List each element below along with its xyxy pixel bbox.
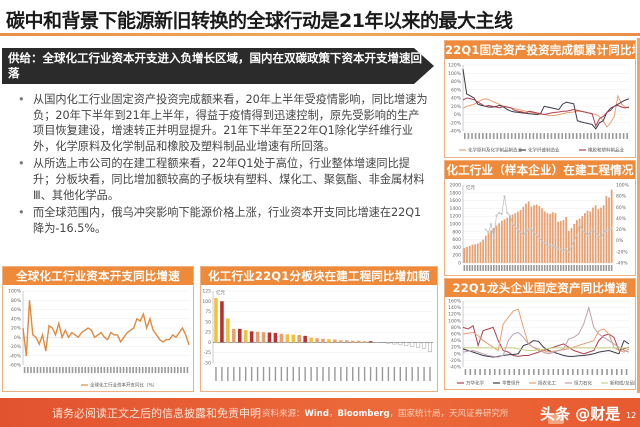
svg-text:化学原料及化学制品制造业: 化学原料及化学制品制造业 xyxy=(468,147,522,154)
svg-text:0: 0 xyxy=(458,261,461,267)
svg-text:125: 125 xyxy=(202,289,211,295)
svg-text:120%: 120% xyxy=(448,63,462,69)
svg-text:亿元: 亿元 xyxy=(216,289,225,296)
svg-text:800: 800 xyxy=(452,229,461,235)
svg-text:-25: -25 xyxy=(204,350,211,356)
svg-text:-20%: -20% xyxy=(449,358,461,364)
svg-text:1200: 1200 xyxy=(450,214,462,220)
svg-text:亿元: 亿元 xyxy=(466,184,475,191)
svg-text:60%: 60% xyxy=(11,307,22,313)
svg-text:1000: 1000 xyxy=(450,222,462,228)
capex-line-chart: 100% 80% 60% 40% 20% 0% -20% -40% -60% 全球化工行业资本开支… xyxy=(8,289,190,389)
svg-text:75: 75 xyxy=(205,309,211,315)
svg-text:扬农化工: 扬农化工 xyxy=(538,380,556,387)
chart-panel-subsector: 化工行业22Q1分板块在建工程同比增加额 125 100 75 50 25 0 -25 -50… xyxy=(200,266,438,392)
cip-bar-line-chart: 2000180016001400120010008006004002000100… xyxy=(450,183,630,271)
slide-title: 碳中和背景下能源新旧转换的全球行动是21年以来的最大主线 xyxy=(6,10,513,32)
svg-text:80%: 80% xyxy=(451,325,462,331)
svg-text:100%: 100% xyxy=(8,289,22,295)
svg-text:20%: 20% xyxy=(451,345,462,351)
svg-text:0%: 0% xyxy=(616,238,624,244)
svg-text:1400: 1400 xyxy=(450,206,462,212)
svg-text:0: 0 xyxy=(208,340,211,346)
svg-text:600: 600 xyxy=(452,237,461,243)
svg-text:80%: 80% xyxy=(616,194,627,200)
svg-text:100%: 100% xyxy=(448,71,462,77)
svg-text:橡胶和塑料制品业: 橡胶和塑料制品业 xyxy=(588,147,624,154)
chart-panel-fai: 22Q1固定资产投资完成额累计同比增速 120% 100% 80% 60% 40% 20%… xyxy=(444,40,636,158)
svg-text:120%: 120% xyxy=(448,312,462,318)
svg-text:-40%: -40% xyxy=(616,261,628,267)
svg-text:-40%: -40% xyxy=(449,129,461,135)
chart-panel-leaders: 22Q1龙头企业固定资产同比增速 160% 140% 120% 100% 80% 60% 4… xyxy=(444,278,636,390)
svg-text:80%: 80% xyxy=(11,298,22,304)
bullet-global-capex: 而全球范围内，俄乌冲突影响下能源价格上涨，行业资本开支同比增速在22Q1降为-1… xyxy=(18,205,428,236)
footer-bar: 请务必阅读正文之后的信息披露和免责申明 资料来源：Wind，Bloomberg，… xyxy=(0,398,640,427)
svg-text:-40%: -40% xyxy=(449,365,461,371)
data-source: 资料来源：Wind，Bloomberg，国家统计局，天风证券研究所 xyxy=(262,409,509,419)
svg-text:25: 25 xyxy=(205,330,211,336)
svg-text:-40%: -40% xyxy=(9,353,21,359)
svg-text:-50: -50 xyxy=(204,361,211,367)
svg-text:-60%: -60% xyxy=(9,363,21,369)
svg-text:40%: 40% xyxy=(451,338,462,344)
svg-text:160%: 160% xyxy=(448,299,462,305)
svg-text:100%: 100% xyxy=(616,183,630,189)
subsector-bar-chart: 125 100 75 50 25 0 -25 -50 亿元 xyxy=(202,289,433,381)
page-number: 12 xyxy=(626,411,637,420)
svg-text:20%: 20% xyxy=(451,104,462,110)
brand-logo-icon xyxy=(548,415,564,424)
svg-text:400: 400 xyxy=(452,245,461,251)
svg-text:0%: 0% xyxy=(14,335,22,341)
svg-text:60%: 60% xyxy=(451,87,462,93)
svg-text:50: 50 xyxy=(205,319,211,325)
svg-text:1600: 1600 xyxy=(450,198,462,204)
svg-text:60%: 60% xyxy=(616,205,627,211)
svg-text:新和成/龙佰集团: 新和成/龙佰集团 xyxy=(610,380,635,387)
right-accent-bar xyxy=(637,38,640,393)
svg-text:恒力石化: 恒力石化 xyxy=(574,380,592,387)
svg-text:20%: 20% xyxy=(11,326,22,332)
svg-text:100: 100 xyxy=(202,299,211,305)
svg-text:40%: 40% xyxy=(451,96,462,102)
fai-line-chart: 120% 100% 80% 60% 40% 20% 0% -20% -40% 化学原料及化学制品制… xyxy=(448,63,630,154)
svg-text:1800: 1800 xyxy=(450,190,462,196)
chart-panel-cip: 化工行业（样本企业）在建工程情况 2000 1800 1600 1400 1200 100… xyxy=(444,160,636,276)
supply-banner: 供给：全球化工行业资本开支进入负增长区域，国内在双碳政策下资本开支增速回落 xyxy=(2,48,434,84)
chart-panel-global-capex: 全球化工行业资本开支同比增速 100% 80% 60% 40% 20% 0% -20% -40… xyxy=(2,266,194,392)
svg-text:-20%: -20% xyxy=(449,120,461,126)
leaders-line-chart: 160%140%120%100%80%60%40%20%0%-20%-40% 万华… xyxy=(448,299,635,387)
svg-text:全球化工行业资本开支同比（%）: 全球化工行业资本开支同比（%） xyxy=(90,382,157,389)
watermark: 头条 @财是 xyxy=(540,405,621,423)
svg-text:-20%: -20% xyxy=(616,249,628,255)
chart-title: 22Q1固定资产投资完成额累计同比增速 xyxy=(445,41,635,59)
svg-text:20%: 20% xyxy=(616,227,627,233)
svg-text:200: 200 xyxy=(452,253,461,259)
chart-title: 化工行业22Q1分板块在建工程同比增加额 xyxy=(201,267,437,285)
svg-text:化学纤维制造业: 化学纤维制造业 xyxy=(528,147,560,154)
svg-text:40%: 40% xyxy=(11,316,22,322)
svg-text:0%: 0% xyxy=(454,112,462,118)
bullet-domestic-fai: 从国内化工行业固定资产投资完成额来看，20年上半年受疫情影响，同比增速为负；20… xyxy=(18,92,428,154)
chart-title: 化工行业（样本企业）在建工程情况 xyxy=(445,161,635,179)
chart-title: 全球化工行业资本开支同比增速 xyxy=(3,267,193,285)
svg-text:100%: 100% xyxy=(448,318,462,324)
svg-text:万华化学: 万华化学 xyxy=(466,380,484,387)
svg-text:华鲁恒升: 华鲁恒升 xyxy=(502,380,520,387)
bullet-list: 从国内化工行业固定资产投资完成额来看，20年上半年受疫情影响，同比增速为负；20… xyxy=(18,92,428,238)
svg-text:60%: 60% xyxy=(451,332,462,338)
chart-title: 22Q1龙头企业固定资产同比增速 xyxy=(445,279,635,297)
svg-text:80%: 80% xyxy=(451,79,462,85)
svg-text:2000: 2000 xyxy=(450,183,462,189)
bullet-listed-cip: 从所选上市公司的在建工程额来看，22年Q1处于高位，行业整体增速同比提升；分板块… xyxy=(18,156,428,203)
svg-text:0%: 0% xyxy=(454,351,462,357)
svg-text:-20%: -20% xyxy=(9,344,21,350)
disclaimer-link[interactable]: 请务必阅读正文之后的信息披露和免责申明 xyxy=(52,407,261,420)
title-divider xyxy=(0,33,640,36)
svg-text:140%: 140% xyxy=(448,305,462,311)
svg-text:40%: 40% xyxy=(616,216,627,222)
